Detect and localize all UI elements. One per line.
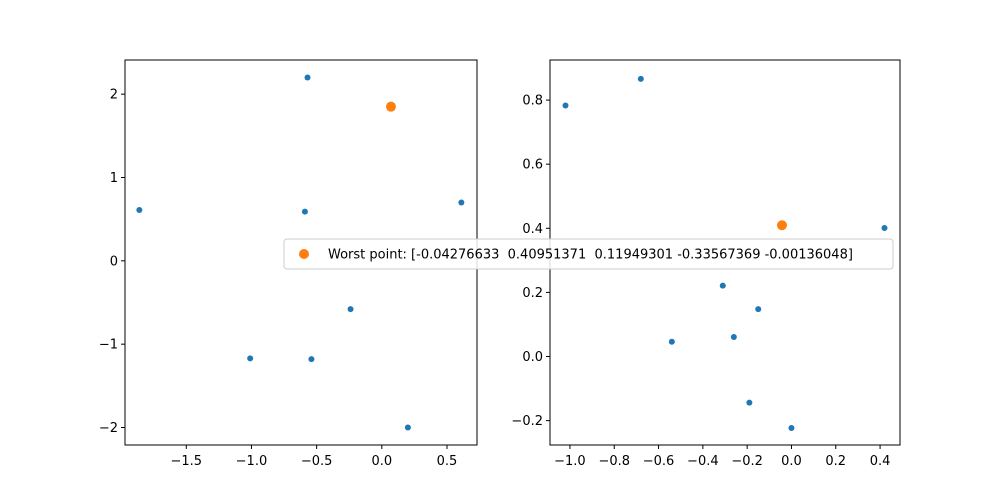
x-tick-label: 0.2 bbox=[825, 454, 846, 469]
data-point bbox=[308, 356, 315, 363]
data-point bbox=[562, 102, 569, 109]
data-point bbox=[668, 338, 675, 345]
x-tick-label: −1.0 bbox=[554, 454, 586, 469]
x-tick-label: −1.0 bbox=[236, 454, 268, 469]
y-tick-label: 0 bbox=[110, 254, 118, 269]
y-tick-label: 0.0 bbox=[522, 350, 543, 365]
data-point bbox=[347, 306, 354, 313]
data-point bbox=[746, 399, 753, 406]
y-tick-label: 0.8 bbox=[522, 94, 543, 109]
data-point bbox=[730, 333, 737, 340]
legend: Worst point: [-0.04276633 0.40951371 0.1… bbox=[283, 238, 894, 270]
y-tick-label: 0.6 bbox=[522, 158, 543, 173]
y-tick-label: −1 bbox=[99, 338, 118, 353]
x-tick-label: −0.5 bbox=[301, 454, 333, 469]
worst-point bbox=[385, 101, 396, 112]
legend-label-worst-point: Worst point: [-0.04276633 0.40951371 0.1… bbox=[328, 248, 853, 263]
legend-marker-worst-point bbox=[299, 249, 309, 259]
data-point bbox=[304, 74, 311, 81]
data-point bbox=[881, 224, 888, 231]
x-tick-label: 0.5 bbox=[437, 454, 458, 469]
x-tick-label: −0.8 bbox=[598, 454, 630, 469]
data-point bbox=[458, 199, 465, 206]
x-tick-label: −0.2 bbox=[731, 454, 763, 469]
data-point bbox=[719, 282, 726, 289]
data-point bbox=[404, 424, 411, 431]
y-tick-label: 2 bbox=[110, 88, 118, 103]
y-tick-label: 0.2 bbox=[522, 286, 543, 301]
y-tick-label: 0.4 bbox=[522, 222, 543, 237]
data-point bbox=[247, 355, 254, 362]
y-tick-label: −0.2 bbox=[511, 414, 543, 429]
x-tick-label: 0.0 bbox=[371, 454, 392, 469]
x-tick-label: −0.4 bbox=[687, 454, 719, 469]
legend-box bbox=[283, 238, 894, 270]
x-tick-label: −0.6 bbox=[643, 454, 675, 469]
data-point bbox=[637, 75, 644, 82]
y-tick-label: −2 bbox=[99, 421, 118, 436]
worst-point bbox=[776, 220, 787, 231]
data-point bbox=[136, 207, 143, 213]
x-tick-label: 0.0 bbox=[781, 454, 802, 469]
y-tick-label: 1 bbox=[110, 171, 118, 186]
data-point bbox=[301, 208, 308, 215]
x-tick-label: 0.4 bbox=[870, 454, 891, 469]
data-point bbox=[755, 306, 762, 313]
data-point bbox=[788, 425, 795, 432]
x-tick-label: −1.5 bbox=[170, 454, 202, 469]
